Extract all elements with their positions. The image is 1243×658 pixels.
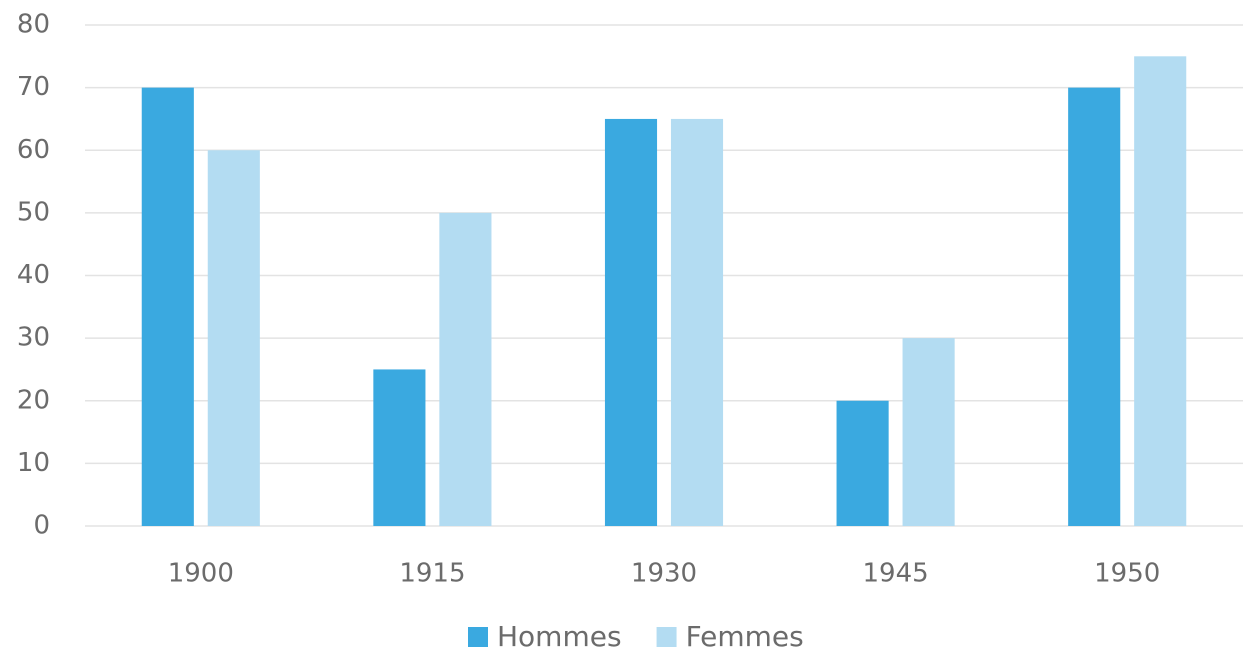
y-tick-label: 50 [17, 197, 50, 227]
x-tick-label: 1915 [399, 559, 465, 589]
x-tick-label: 1945 [863, 559, 929, 589]
y-tick-label: 70 [17, 72, 50, 102]
legend-label: Femmes [686, 620, 804, 653]
bar [439, 212, 492, 526]
x-tick-label: 1930 [631, 559, 697, 589]
x-tick-label: 1900 [168, 559, 234, 589]
y-tick-label: 0 [33, 511, 50, 541]
y-tick-label: 20 [17, 385, 50, 415]
bar [1134, 56, 1187, 526]
y-tick-label: 80 [17, 10, 50, 40]
bar [1068, 87, 1121, 526]
legend-label: Hommes [497, 620, 622, 653]
bar [604, 118, 658, 526]
y-tick-label: 60 [17, 135, 50, 165]
bar [207, 150, 260, 526]
bar [670, 118, 724, 526]
y-tick-label: 10 [17, 448, 50, 478]
y-tick-label: 30 [17, 323, 50, 353]
legend-swatch [468, 627, 488, 647]
legend-swatch [656, 627, 677, 647]
bar [836, 400, 889, 526]
bar [902, 338, 955, 526]
y-tick-label: 40 [17, 260, 50, 290]
bar [141, 87, 194, 526]
x-tick-label: 1950 [1094, 559, 1160, 589]
bar [373, 369, 426, 526]
